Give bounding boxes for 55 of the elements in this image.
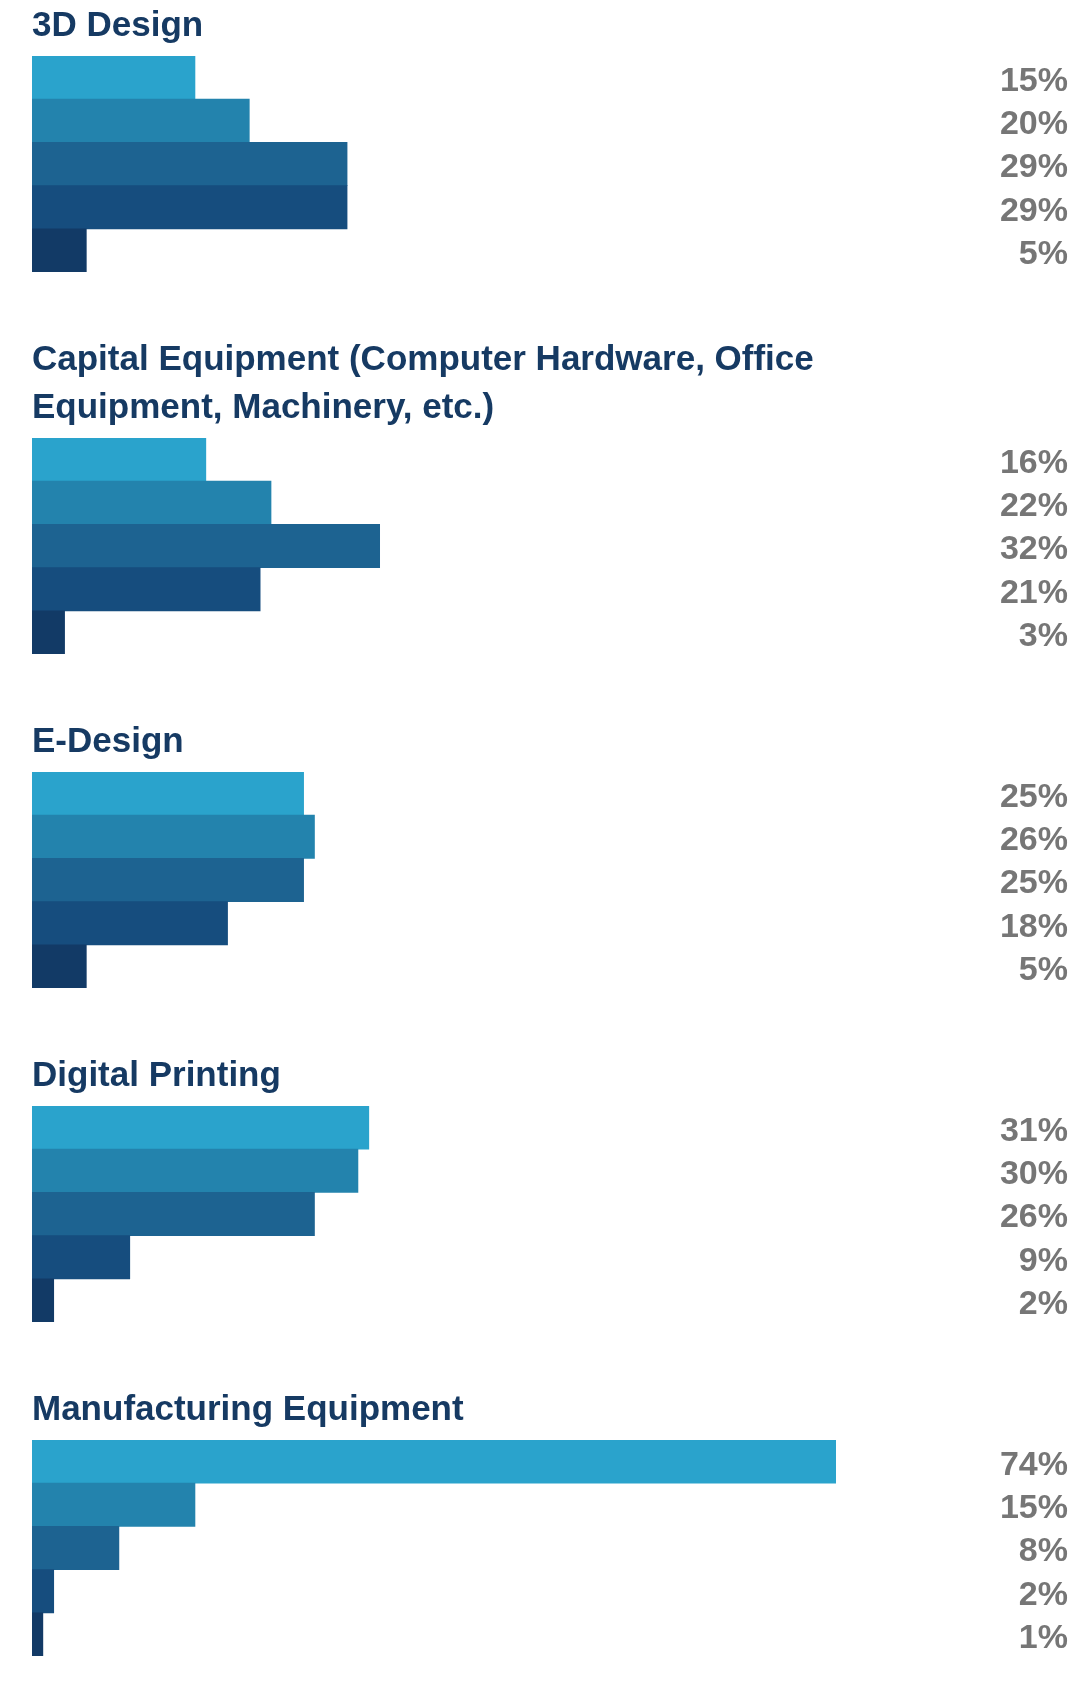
bar <box>32 858 304 902</box>
data-label: 26% <box>999 819 1068 858</box>
bar <box>32 142 348 186</box>
bar <box>32 1482 196 1527</box>
data-label: 2% <box>1018 1282 1068 1321</box>
chart-title: Digital Printing <box>32 1053 282 1095</box>
bar <box>32 814 315 859</box>
bar <box>32 1235 131 1280</box>
bar <box>32 1192 315 1236</box>
bar <box>32 1106 370 1150</box>
data-label: 15% <box>999 59 1068 98</box>
bar <box>32 524 381 568</box>
data-label: 21% <box>999 571 1068 610</box>
chart-title: E-Design <box>32 719 185 761</box>
data-label: 32% <box>999 528 1068 567</box>
data-label: 74% <box>999 1443 1068 1482</box>
bar <box>32 901 228 946</box>
data-label: 29% <box>999 146 1068 185</box>
bar <box>32 1148 359 1193</box>
data-label: 25% <box>999 862 1068 901</box>
bar <box>32 944 87 988</box>
data-label: 22% <box>999 485 1068 524</box>
data-label: 15% <box>999 1487 1068 1526</box>
bar <box>32 480 272 525</box>
bar <box>32 1569 55 1614</box>
data-label: 26% <box>999 1196 1068 1235</box>
data-label: 2% <box>1018 1573 1068 1612</box>
bar <box>32 1612 44 1656</box>
bar <box>32 185 348 230</box>
bar <box>32 772 304 816</box>
data-label: 3% <box>1018 614 1068 653</box>
data-label: 5% <box>1018 232 1068 271</box>
bar <box>32 228 87 272</box>
chart-title: 3D Design <box>32 3 205 45</box>
bar <box>32 1278 55 1322</box>
bar <box>32 56 196 100</box>
bar <box>32 438 207 482</box>
data-label: 16% <box>999 441 1068 480</box>
bar <box>32 98 250 143</box>
data-label: 1% <box>1018 1616 1068 1655</box>
data-label: 5% <box>1018 948 1068 987</box>
data-label: 30% <box>999 1153 1068 1192</box>
data-label: 20% <box>999 103 1068 142</box>
chart-title: Capital Equipment (Computer Hardware, Office Equipment, Machinery, etc.) <box>32 337 815 427</box>
bar <box>32 1440 836 1484</box>
data-label: 18% <box>999 905 1068 944</box>
bar <box>32 567 261 612</box>
bar <box>32 610 65 654</box>
bar <box>32 1526 120 1570</box>
chart-title: Manufacturing Equipment <box>32 1387 465 1429</box>
data-label: 25% <box>999 775 1068 814</box>
data-label: 31% <box>999 1109 1068 1148</box>
data-label: 29% <box>999 189 1068 228</box>
data-label: 8% <box>1018 1530 1068 1569</box>
data-label: 9% <box>1018 1239 1068 1278</box>
